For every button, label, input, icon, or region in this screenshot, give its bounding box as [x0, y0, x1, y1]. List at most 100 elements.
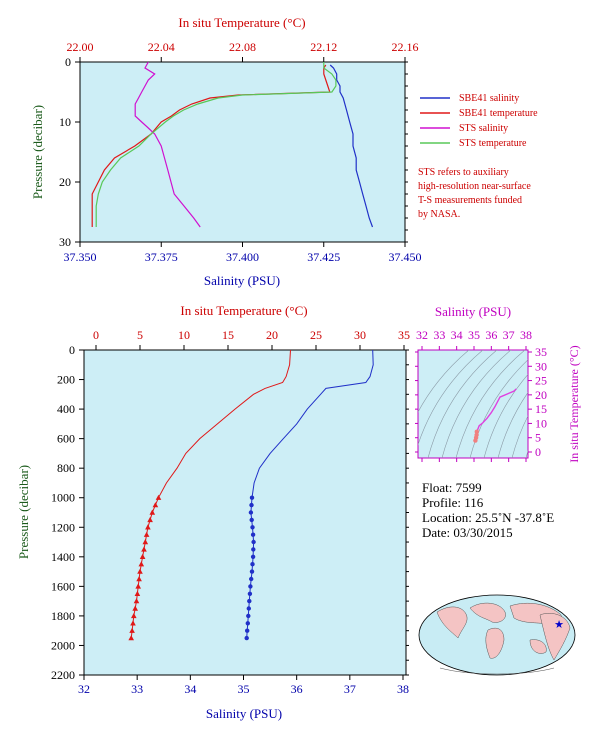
ts-diagram: Salinity (PSU) In situ Temperature (°C) … — [415, 304, 581, 463]
ts-density-contour — [418, 350, 470, 413]
top-temp-tick-label: 22.16 — [392, 40, 419, 54]
ts-temp-tick-label: 10 — [535, 416, 547, 430]
temperature-triangle-marker — [133, 598, 140, 604]
bottom-pressure-tick-label: 600 — [57, 432, 75, 446]
top-series-sts-salinity — [134, 61, 201, 228]
world-map: ★ — [418, 594, 576, 676]
salinity-dot-marker — [251, 539, 256, 545]
top-pressure-tick-label: 20 — [59, 175, 71, 189]
top-axis-ticks: 22.00 22.04 22.08 22.12 22.16 37.350 37.375 37.… — [59, 40, 422, 264]
ts-curve — [473, 388, 517, 443]
bottom-temp-tick-label: 20 — [266, 328, 278, 342]
ts-temp-axis-label: In situ Temperature (°C) — [567, 345, 581, 462]
ts-sal-axis-label: Salinity (PSU) — [435, 304, 511, 319]
legend-label-sts-temperature: STS temperature — [459, 138, 527, 149]
bottom-sal-tick-label: 33 — [131, 682, 143, 696]
bottom-pressure-tick-label: 1400 — [51, 550, 75, 564]
bottom-pressure-axis-label: Pressure (decibar) — [16, 465, 31, 559]
temperature-triangle-marker — [152, 502, 159, 508]
top-temp-tick-label: 22.08 — [229, 40, 256, 54]
temperature-triangle-marker — [149, 509, 156, 515]
salinity-dot-marker — [250, 532, 256, 537]
top-sal-tick-label: 37.425 — [307, 250, 340, 264]
top-sal-tick-label: 37.375 — [145, 250, 178, 264]
temperature-triangle-marker — [145, 524, 151, 530]
temperature-triangle-marker — [155, 494, 162, 500]
salinity-dot-marker — [249, 495, 255, 500]
bottom-temp-tick-label: 30 — [354, 328, 366, 342]
salinity-dot-marker — [248, 510, 254, 515]
bottom-temp-tick-label: 5 — [137, 328, 143, 342]
bottom-sal-tick-label: 35 — [238, 682, 250, 696]
bottom-pressure-tick-label: 0 — [69, 343, 75, 357]
salinity-dot-marker — [245, 628, 250, 633]
temperature-triangle-marker — [142, 539, 149, 545]
bottom-pressure-tick-label: 1600 — [51, 579, 75, 593]
ts-density-contour — [469, 359, 528, 458]
temperature-triangle-marker — [143, 531, 150, 537]
ts-density-contour — [483, 374, 528, 458]
map-land-eurasia — [469, 602, 506, 623]
date: Date: 03/30/2015 — [422, 525, 513, 540]
ts-temp-tick-label: 35 — [535, 345, 547, 359]
top-sal-tick-label: 37.450 — [389, 250, 422, 264]
top-panel: In situ Temperature (°C) Salinity (PSU) … — [30, 15, 538, 288]
salinity-dot-marker — [247, 598, 252, 604]
temperature-triangle-marker — [129, 627, 135, 633]
ts-plot-area — [417, 349, 529, 459]
bottom-sal-axis-label: Salinity (PSU) — [206, 706, 282, 721]
bottom-series-lines — [128, 349, 374, 641]
top-sal-tick-label: 37.400 — [226, 250, 259, 264]
top-temp-tick-label: 22.04 — [148, 40, 175, 54]
bottom-pressure-tick-label: 400 — [57, 402, 75, 416]
top-series-lines — [91, 61, 374, 228]
note-line-2: high-resolution near-surface — [418, 181, 531, 192]
salinity-dot-marker — [250, 554, 256, 559]
top-note: STS refers to auxiliary high-resolution … — [418, 167, 531, 220]
bottom-temp-axis-label: In situ Temperature (°C) — [180, 303, 307, 318]
legend-label-sbe-salinity: SBE41 salinity — [459, 93, 519, 104]
map-land-americas-west — [436, 606, 468, 639]
bottom-sal-tick-label: 36 — [291, 682, 303, 696]
salinity-dot-marker — [248, 584, 253, 589]
note-line-1: STS refers to auxiliary — [418, 167, 509, 178]
ts-density-contour — [418, 350, 484, 446]
ts-sal-tick-label: 34 — [451, 328, 463, 342]
temperature-triangle-marker — [137, 568, 143, 574]
map-land-africa — [485, 627, 505, 659]
ts-sal-tick-label: 32 — [416, 328, 428, 342]
ts-sal-tick-label: 33 — [433, 328, 445, 342]
map-land-antarctica — [439, 667, 555, 675]
temperature-triangle-marker — [141, 546, 147, 552]
salinity-dot-marker — [250, 525, 255, 530]
ts-sal-tick-label: 35 — [468, 328, 480, 342]
salinity-dot-marker — [247, 591, 253, 596]
top-pressure-tick-label: 10 — [59, 115, 71, 129]
temperature-triangle-marker — [147, 516, 153, 523]
bottom-sal-tick-label: 38 — [397, 682, 409, 696]
top-sal-tick-label: 37.350 — [64, 250, 97, 264]
note-line-3: T-S measurements funded — [418, 195, 522, 206]
top-temp-axis-label: In situ Temperature (°C) — [178, 15, 305, 30]
ts-point-marker — [474, 429, 479, 434]
top-pressure-axis-label: Pressure (decibar) — [30, 105, 45, 199]
temperature-triangle-marker — [134, 590, 141, 596]
ts-temp-tick-label: 25 — [535, 374, 547, 388]
temperature-triangle-marker — [135, 583, 141, 589]
bottom-temp-tick-label: 15 — [222, 328, 234, 342]
profile-number: Profile: 116 — [422, 495, 484, 510]
salinity-dot-marker — [250, 562, 255, 567]
ts-density-contours — [418, 350, 528, 458]
bottom-pressure-tick-label: 1200 — [51, 520, 75, 534]
salinity-dot-marker — [246, 613, 251, 619]
ts-temp-tick-label: 20 — [535, 388, 547, 402]
ts-point-marker — [473, 438, 478, 443]
bottom-pressure-tick-label: 200 — [57, 373, 75, 387]
ts-sal-tick-label: 37 — [503, 328, 515, 342]
bottom-pressure-tick-label: 2200 — [51, 668, 75, 682]
bottom-sal-tick-label: 32 — [78, 682, 90, 696]
temperature-triangle-marker — [130, 620, 136, 626]
top-temp-tick-label: 22.00 — [67, 40, 94, 54]
salinity-dot-marker — [249, 517, 254, 523]
